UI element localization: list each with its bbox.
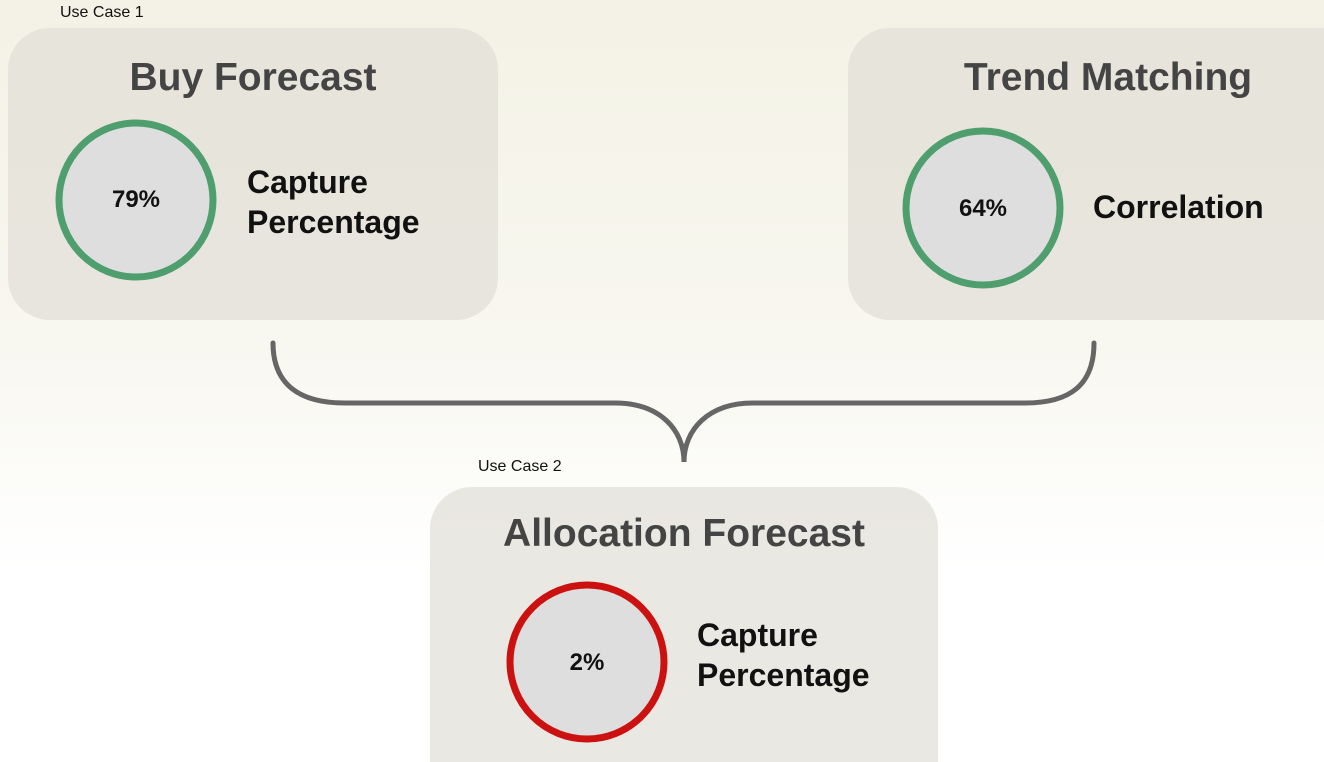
status-ring — [55, 119, 217, 281]
metric-label: Correlation — [1093, 189, 1264, 225]
card-title: Buy Forecast — [129, 56, 377, 99]
status-ring — [506, 581, 668, 743]
value: 2% — [569, 649, 605, 676]
value: 79% — [111, 186, 161, 213]
value: 64% — [958, 195, 1008, 222]
brace — [270, 340, 1097, 463]
metric-label: Capture Percentage — [247, 164, 420, 240]
use-case-label: Use Case 2 — [478, 458, 562, 475]
card — [430, 487, 938, 762]
use-case-label: Use Case 1 — [60, 4, 144, 21]
metric-label: Capture Percentage — [697, 617, 870, 693]
status-ring — [902, 127, 1064, 289]
card-title: Allocation Forecast — [503, 512, 865, 555]
card-title: Trend Matching — [963, 56, 1253, 99]
